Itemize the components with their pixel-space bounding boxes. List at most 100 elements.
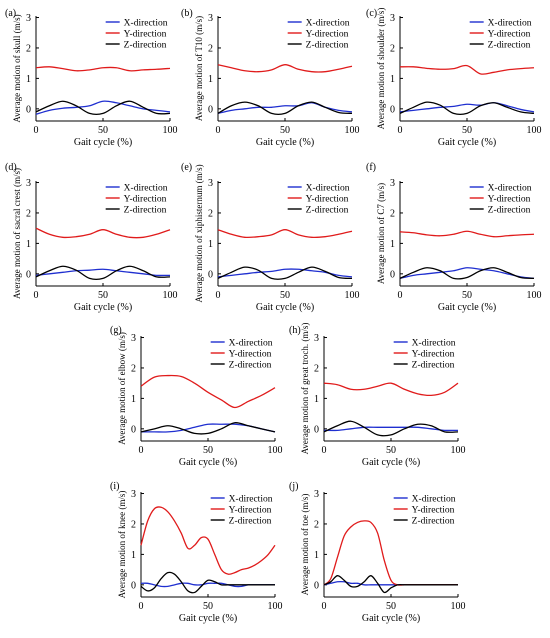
x-tick-label: 100 xyxy=(345,125,360,136)
series-line-x-direction xyxy=(217,268,353,278)
legend-label-z: Z-direction xyxy=(229,361,272,371)
y-tick-label: 0 xyxy=(314,580,319,591)
y-tick-label: 0 xyxy=(131,424,136,435)
x-tick-label: 50 xyxy=(386,601,396,612)
x-axis-label: Gait cycle (%) xyxy=(256,137,314,148)
panel-c: (c) 0 1 2 3 0 50 100 Gait cycle (%) Average motio… xyxy=(366,8,542,148)
legend-label-z: Z-direction xyxy=(488,206,531,216)
x-tick-label: 50 xyxy=(98,125,108,136)
y-axis-label: Average motion of sacral crest (m/s) xyxy=(12,168,22,299)
legend-label-y: Y-direction xyxy=(306,195,349,205)
x-tick-label: 50 xyxy=(462,290,472,301)
legend-label-x: X-direction xyxy=(488,19,532,29)
x-axis-label: Gait cycle (%) xyxy=(438,302,496,313)
y-tick-label: 0 xyxy=(26,269,31,280)
series-line-y-direction xyxy=(399,64,535,75)
series-line-x-direction xyxy=(35,268,171,277)
y-tick-label: 0 xyxy=(390,104,395,115)
y-axis-label: Average motion of skull (m/s) xyxy=(12,14,22,122)
x-tick-label: 100 xyxy=(268,445,283,456)
legend-label-x: X-direction xyxy=(124,184,168,194)
series-line-y-direction xyxy=(399,230,535,238)
x-tick-label: 0 xyxy=(139,601,144,612)
legend-label-x: X-direction xyxy=(488,184,532,194)
series-line-z-direction xyxy=(399,101,535,116)
y-tick-label: 3 xyxy=(390,13,395,24)
y-tick-label: 1 xyxy=(314,550,319,561)
x-tick-label: 100 xyxy=(527,125,542,136)
series-line-x-direction xyxy=(141,423,276,433)
y-tick-label: 0 xyxy=(208,269,213,280)
x-tick-label: 100 xyxy=(268,601,283,612)
y-tick-label: 3 xyxy=(314,489,319,500)
y-tick-label: 3 xyxy=(208,13,213,24)
panel-a: (a) 0 1 2 3 0 50 100 Gait cycle (%) Average motio… xyxy=(5,8,178,148)
x-tick-label: 50 xyxy=(203,601,213,612)
y-tick-label: 1 xyxy=(390,239,395,250)
y-tick-label: 2 xyxy=(208,208,213,219)
legend-label-y: Y-direction xyxy=(488,30,531,40)
y-tick-label: 0 xyxy=(390,269,395,280)
series-line-y-direction xyxy=(217,64,353,73)
series-line-x-direction xyxy=(323,426,459,432)
x-tick-label: 100 xyxy=(163,290,178,301)
legend-label-x: X-direction xyxy=(412,495,456,505)
x-tick-label: 50 xyxy=(203,445,213,456)
series-line-y-direction xyxy=(140,374,276,409)
panel-e: (e) 0 1 2 3 0 50 100 Gait cycle (%) Average motio… xyxy=(181,162,360,313)
panel-label: (a) xyxy=(5,8,16,19)
x-tick-label: 0 xyxy=(216,125,221,136)
y-tick-label: 3 xyxy=(131,333,136,344)
panel-j: (j) 0 1 2 3 0 50 100 Gait cycle (%) Average motio… xyxy=(289,481,466,624)
y-tick-label: 1 xyxy=(208,239,213,250)
y-tick-label: 3 xyxy=(390,178,395,189)
x-tick-label: 0 xyxy=(398,125,403,136)
series-line-x-direction xyxy=(217,102,353,115)
legend-label-y: Y-direction xyxy=(488,195,531,205)
y-tick-label: 1 xyxy=(390,74,395,85)
y-tick-label: 3 xyxy=(314,333,319,344)
y-axis-label: Average motion of knee (m/s) xyxy=(117,491,127,599)
x-tick-label: 100 xyxy=(451,445,466,456)
legend-label-y: Y-direction xyxy=(124,30,167,40)
panel-d: (d) 0 1 2 3 0 50 100 Gait cycle (%) Average motio… xyxy=(5,162,178,313)
x-tick-label: 50 xyxy=(280,125,290,136)
y-tick-label: 3 xyxy=(131,489,136,500)
series-line-z-direction xyxy=(323,575,458,594)
panel-b: (b) 0 1 2 3 0 50 100 Gait cycle (%) Average motio… xyxy=(181,8,360,148)
series-line-y-direction xyxy=(323,520,458,586)
y-tick-label: 3 xyxy=(26,13,31,24)
y-axis-label: Average motion of shoulder (m/s) xyxy=(376,8,386,130)
panel-label: (h) xyxy=(289,325,301,336)
series-line-z-direction xyxy=(35,265,171,281)
y-tick-label: 2 xyxy=(390,208,395,219)
x-axis-label: Gait cycle (%) xyxy=(438,137,496,148)
y-tick-label: 0 xyxy=(131,580,136,591)
x-tick-label: 50 xyxy=(386,445,396,456)
panel-f: (f) 0 1 2 3 0 50 100 Gait cycle (%) Average motio… xyxy=(366,162,542,313)
panel-label: (b) xyxy=(181,8,193,19)
x-tick-label: 100 xyxy=(527,290,542,301)
panel-h: (h) 0 1 2 3 0 50 100 Gait cycle (%) Average motio… xyxy=(289,323,466,468)
x-tick-label: 0 xyxy=(216,290,221,301)
legend-label-x: X-direction xyxy=(124,19,168,29)
legend-label-z: Z-direction xyxy=(412,517,455,527)
x-tick-label: 0 xyxy=(322,445,327,456)
x-tick-label: 0 xyxy=(34,290,39,301)
y-tick-label: 0 xyxy=(208,104,213,115)
series-line-z-direction xyxy=(399,267,535,280)
y-tick-label: 2 xyxy=(131,519,136,530)
y-tick-label: 1 xyxy=(26,74,31,85)
x-tick-label: 50 xyxy=(462,125,472,136)
panel-label: (d) xyxy=(5,162,17,173)
x-axis-label: Gait cycle (%) xyxy=(179,613,237,624)
panel-label: (c) xyxy=(366,8,377,19)
y-axis-label: Average motion of toe (m/s) xyxy=(300,494,310,596)
x-tick-label: 100 xyxy=(451,601,466,612)
series-line-z-direction xyxy=(140,571,275,594)
y-tick-label: 2 xyxy=(208,43,213,54)
panel-i: (i) 0 1 2 3 0 50 100 Gait cycle (%) Average motio… xyxy=(110,481,283,624)
legend-label-x: X-direction xyxy=(412,339,456,349)
x-tick-label: 50 xyxy=(98,290,108,301)
legend-label-z: Z-direction xyxy=(124,41,167,51)
